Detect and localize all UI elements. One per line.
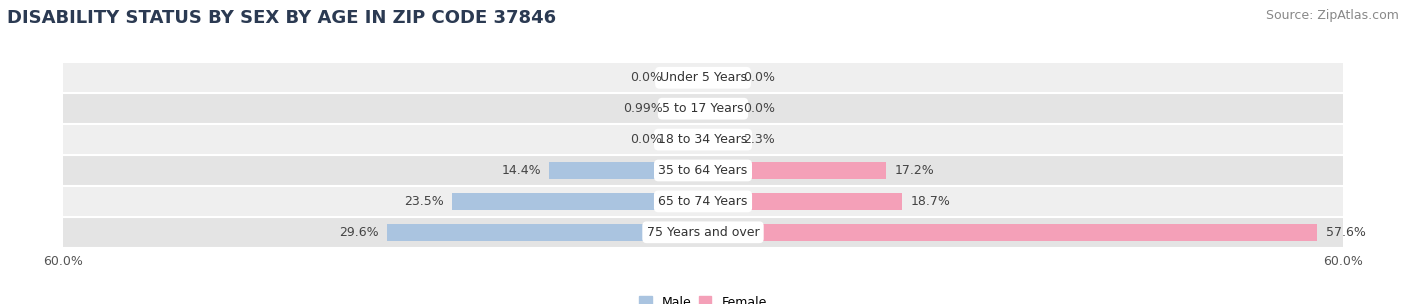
Text: 17.2%: 17.2% [896,164,935,177]
Text: 35 to 64 Years: 35 to 64 Years [658,164,748,177]
Bar [703,100,735,117]
Bar [63,124,1343,155]
Bar [703,131,735,148]
Bar [63,186,1343,217]
Bar [671,69,703,86]
Bar [703,193,903,210]
Bar [63,155,1343,186]
Bar [550,162,703,179]
Bar [671,100,703,117]
Text: 2.3%: 2.3% [744,133,775,146]
Text: 0.0%: 0.0% [744,71,776,84]
Bar [671,131,703,148]
Text: 0.0%: 0.0% [744,102,776,115]
Bar [703,224,1317,241]
Bar [63,217,1343,248]
Bar [453,193,703,210]
Text: 5 to 17 Years: 5 to 17 Years [662,102,744,115]
Text: 0.0%: 0.0% [630,133,662,146]
Bar [63,93,1343,124]
Text: 65 to 74 Years: 65 to 74 Years [658,195,748,208]
Legend: Male, Female: Male, Female [640,296,766,304]
Bar [63,62,1343,93]
Text: Source: ZipAtlas.com: Source: ZipAtlas.com [1265,9,1399,22]
Text: Under 5 Years: Under 5 Years [659,71,747,84]
Text: 0.99%: 0.99% [623,102,662,115]
Text: DISABILITY STATUS BY SEX BY AGE IN ZIP CODE 37846: DISABILITY STATUS BY SEX BY AGE IN ZIP C… [7,9,557,27]
Text: 0.0%: 0.0% [630,71,662,84]
Text: 18.7%: 18.7% [911,195,950,208]
Text: 75 Years and over: 75 Years and over [647,226,759,239]
Bar [703,162,886,179]
Text: 14.4%: 14.4% [502,164,541,177]
Bar [703,69,735,86]
Bar [388,224,703,241]
Text: 18 to 34 Years: 18 to 34 Years [658,133,748,146]
Text: 23.5%: 23.5% [404,195,444,208]
Text: 57.6%: 57.6% [1326,226,1365,239]
Text: 29.6%: 29.6% [339,226,378,239]
